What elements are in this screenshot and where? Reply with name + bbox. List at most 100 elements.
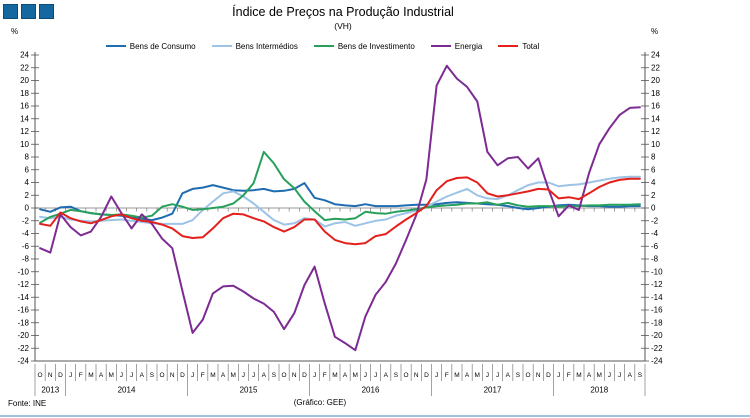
y-tick-label-right: -6 [651, 242, 659, 251]
month-tick-label: J [435, 372, 438, 379]
month-tick-label: D [424, 372, 429, 379]
y-tick-label-left: 4 [25, 178, 30, 187]
legend-line-swatch [313, 44, 334, 48]
logo-square-icon [39, 4, 54, 19]
series-line-bens-interm-dios [39, 175, 641, 228]
y-tick-label-right: -18 [651, 318, 663, 327]
y-tick-label-left: -22 [17, 344, 29, 353]
y-tick-label-right: 6 [651, 165, 656, 174]
year-label: 2017 [484, 386, 502, 395]
legend-item-bens-intermedios: Bens Intermédios [211, 41, 298, 51]
y-tick-label-right: -12 [651, 280, 663, 289]
month-tick-label: M [88, 372, 93, 379]
year-label: 2014 [118, 386, 136, 395]
y-tick-label-right: -4 [651, 229, 659, 238]
year-label: 2018 [590, 386, 608, 395]
logo-square-icon [3, 4, 18, 19]
y-tick-label-left: 24 [20, 51, 29, 60]
y-tick-label-left: 12 [20, 127, 29, 136]
y-tick-label-right: -8 [651, 255, 659, 264]
month-tick-label: A [384, 372, 389, 379]
month-tick-label: O [282, 372, 287, 379]
legend-label: Energia [454, 41, 483, 51]
chart-title: Índice de Preços na Produção Industrial [232, 5, 454, 19]
legend-item-bens-de-consumo: Bens de Consumo [105, 41, 196, 51]
y-tick-label-right: -20 [651, 331, 663, 340]
month-tick-label: D [546, 372, 551, 379]
y-tick-label-left: 8 [25, 153, 30, 162]
y-tick-label-left: -10 [17, 267, 29, 276]
logo [3, 4, 54, 19]
legend-item-energia: Energia [430, 41, 483, 51]
month-tick-label: D [302, 372, 307, 379]
month-tick-label: F [445, 372, 449, 379]
y-tick-label-left: 20 [20, 76, 29, 85]
month-tick-label: N [292, 372, 297, 379]
y-axis-unit-left: % [11, 27, 19, 36]
month-tick-label: M [231, 372, 236, 379]
month-tick-label: M [109, 372, 114, 379]
bottom-divider [0, 415, 750, 417]
legend-label: Bens Intermédios [235, 41, 298, 51]
month-tick-label: J [618, 372, 621, 379]
year-label: 2013 [41, 386, 59, 395]
month-tick-label: S [150, 372, 155, 379]
y-tick-label-right: 22 [651, 63, 660, 72]
y-axis-unit-right: % [651, 27, 659, 36]
month-tick-label: A [343, 372, 348, 379]
month-tick-label: M [353, 372, 358, 379]
credit-note: (Gráfico: GEE) [293, 398, 347, 407]
month-tick-label: O [160, 372, 165, 379]
month-tick-label: N [48, 372, 53, 379]
month-tick-label: M [454, 372, 459, 379]
month-tick-label: O [526, 372, 531, 379]
y-tick-label-left: 10 [20, 140, 29, 149]
y-tick-label-left: -4 [22, 229, 30, 238]
y-tick-label-right: -10 [651, 267, 663, 276]
month-tick-label: D [58, 372, 63, 379]
month-tick-label: F [567, 372, 571, 379]
y-tick-label-right: 0 [651, 204, 656, 213]
month-tick-label: J [486, 372, 489, 379]
y-tick-label-right: 18 [651, 89, 660, 98]
y-tick-label-right: 10 [651, 140, 660, 149]
month-tick-label: N [170, 372, 175, 379]
month-tick-label: O [38, 372, 43, 379]
legend-line-swatch [211, 44, 232, 48]
month-tick-label: A [587, 372, 592, 379]
y-tick-label-left: -12 [17, 280, 29, 289]
month-tick-label: J [496, 372, 499, 379]
y-tick-label-right: -16 [651, 306, 663, 315]
y-tick-label-left: -24 [17, 357, 29, 366]
month-tick-label: A [262, 372, 267, 379]
y-tick-label-left: 0 [25, 204, 30, 213]
series-line-bens-de-investimento [39, 150, 641, 224]
month-tick-label: A [99, 372, 104, 379]
month-tick-label: J [191, 372, 194, 379]
series-line-total [39, 176, 641, 246]
y-tick-label-right: 4 [651, 178, 656, 187]
y-tick-label-right: 20 [651, 76, 660, 85]
y-tick-label-left: -14 [17, 293, 29, 302]
y-tick-label-left: -20 [17, 331, 29, 340]
month-tick-label: F [79, 372, 83, 379]
month-tick-label: N [414, 372, 419, 379]
y-tick-label-left: -16 [17, 306, 29, 315]
month-tick-label: F [201, 372, 205, 379]
month-tick-label: J [313, 372, 316, 379]
month-tick-label: S [272, 372, 277, 379]
series-line-bens-de-consumo [39, 182, 641, 222]
legend-label: Total [522, 41, 540, 51]
month-tick-label: M [210, 372, 215, 379]
legend-label: Bens de Consumo [129, 41, 196, 51]
month-tick-label: S [516, 372, 521, 379]
legend-label: Bens de Investimento [337, 41, 415, 51]
y-tick-label-right: -22 [651, 344, 663, 353]
legend-item-bens-de-investimento: Bens de Investimento [313, 41, 415, 51]
month-tick-label: O [404, 372, 409, 379]
y-tick-label-right: 16 [651, 102, 660, 111]
y-tick-label-right: 24 [651, 51, 660, 60]
year-label: 2015 [240, 386, 258, 395]
legend-line-swatch [105, 44, 126, 48]
